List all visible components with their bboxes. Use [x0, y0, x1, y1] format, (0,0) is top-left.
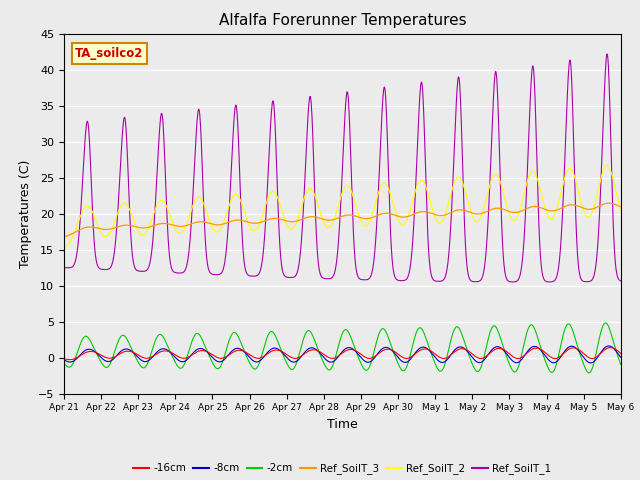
Ref_SoilT_3	[502, 207, 509, 213]
Ref_SoilT_1	[246, 273, 254, 279]
-2cm	[184, 352, 191, 358]
Ref_SoilT_1	[509, 279, 516, 285]
Line: Ref_SoilT_1: Ref_SoilT_1	[64, 54, 621, 282]
-16cm	[60, 356, 68, 362]
-8cm	[429, 351, 436, 357]
Y-axis label: Temperatures (C): Temperatures (C)	[19, 159, 33, 268]
-2cm	[170, 358, 178, 363]
Ref_SoilT_3	[60, 234, 68, 240]
-2cm	[246, 361, 254, 367]
Ref_SoilT_3	[170, 223, 178, 228]
-8cm	[502, 349, 509, 355]
Title: Alfalfa Forerunner Temperatures: Alfalfa Forerunner Temperatures	[219, 13, 466, 28]
-16cm	[66, 357, 74, 362]
-8cm	[170, 353, 178, 359]
Ref_SoilT_3	[605, 200, 612, 206]
-2cm	[551, 366, 559, 372]
Line: Ref_SoilT_3: Ref_SoilT_3	[64, 203, 621, 237]
Ref_SoilT_3	[429, 211, 436, 216]
-16cm	[502, 348, 509, 354]
-8cm	[617, 355, 625, 360]
Text: TA_soilco2: TA_soilco2	[75, 47, 143, 60]
Ref_SoilT_3	[617, 204, 625, 210]
Ref_SoilT_2	[617, 206, 625, 212]
-8cm	[605, 343, 612, 349]
-16cm	[171, 351, 179, 357]
Ref_SoilT_2	[246, 224, 254, 230]
-8cm	[587, 360, 595, 366]
Ref_SoilT_1	[617, 278, 625, 284]
Line: Ref_SoilT_2: Ref_SoilT_2	[64, 166, 621, 248]
-8cm	[184, 356, 191, 362]
-8cm	[246, 355, 254, 361]
Legend: -16cm, -8cm, -2cm, Ref_SoilT_3, Ref_SoilT_2, Ref_SoilT_1: -16cm, -8cm, -2cm, Ref_SoilT_3, Ref_Soil…	[129, 459, 556, 479]
-8cm	[551, 360, 559, 366]
Line: -8cm: -8cm	[64, 346, 621, 363]
Ref_SoilT_2	[551, 212, 559, 218]
Ref_SoilT_3	[184, 222, 191, 228]
Ref_SoilT_2	[603, 163, 611, 168]
-2cm	[602, 320, 609, 326]
X-axis label: Time: Time	[327, 418, 358, 431]
Ref_SoilT_2	[184, 217, 191, 223]
Ref_SoilT_1	[604, 51, 611, 57]
Line: -16cm: -16cm	[64, 348, 621, 360]
-2cm	[585, 370, 593, 376]
-16cm	[607, 345, 614, 350]
Ref_SoilT_1	[502, 273, 509, 278]
Ref_SoilT_2	[429, 208, 436, 214]
Ref_SoilT_1	[170, 269, 178, 275]
Ref_SoilT_3	[551, 208, 559, 214]
Ref_SoilT_1	[184, 257, 191, 263]
-2cm	[617, 362, 625, 368]
-16cm	[246, 352, 254, 358]
-16cm	[617, 351, 625, 357]
-2cm	[60, 360, 68, 366]
-16cm	[551, 356, 559, 361]
Line: -2cm: -2cm	[64, 323, 621, 373]
Ref_SoilT_1	[429, 276, 436, 282]
-2cm	[429, 355, 436, 360]
Ref_SoilT_1	[551, 277, 559, 283]
Ref_SoilT_2	[170, 224, 178, 230]
Ref_SoilT_3	[246, 220, 254, 226]
Ref_SoilT_1	[60, 264, 68, 270]
-16cm	[429, 349, 437, 355]
Ref_SoilT_2	[60, 245, 68, 251]
-8cm	[60, 357, 68, 363]
-2cm	[502, 350, 509, 356]
-16cm	[184, 354, 192, 360]
Ref_SoilT_2	[502, 198, 509, 204]
